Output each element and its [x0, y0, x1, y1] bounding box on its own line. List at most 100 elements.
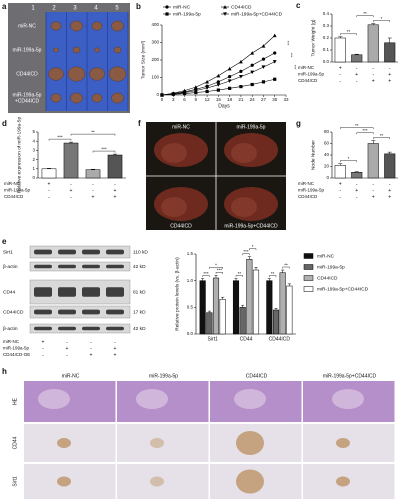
bar	[85, 169, 101, 179]
point	[238, 59, 243, 64]
significance-label: ***	[293, 64, 298, 69]
blot-band	[82, 249, 100, 255]
bar	[351, 54, 363, 63]
significance-bracket	[235, 275, 243, 278]
condition-sign: +	[114, 346, 117, 352]
error-bar	[338, 163, 343, 166]
bar	[219, 299, 226, 335]
row-label: HE	[12, 397, 18, 405]
tumor	[94, 47, 100, 53]
error-bar	[354, 53, 359, 55]
significance-label: ***	[243, 249, 249, 254]
protein-label: CD44	[3, 289, 16, 295]
x-axis-label: Days	[218, 103, 230, 109]
blot-band	[34, 264, 52, 269]
column-number: 2	[52, 6, 56, 12]
significance-label: **	[284, 262, 288, 267]
condition-sign: -	[66, 352, 68, 358]
error-bar	[267, 278, 271, 281]
point	[194, 90, 198, 95]
y-tick-label: 0.2	[323, 35, 330, 40]
error-bar	[207, 310, 211, 313]
condition-sign: -	[339, 188, 341, 194]
y-tick-label: 20	[324, 164, 330, 169]
condition-sign: +	[388, 188, 391, 194]
tumor	[111, 92, 124, 104]
y-tick-label: 0	[156, 92, 159, 97]
error-bar	[69, 141, 73, 144]
point	[193, 85, 198, 89]
y-axis-label: Tumor Size (mm³)	[140, 40, 146, 79]
tumor	[89, 67, 105, 81]
condition-name: miR-NC	[4, 181, 21, 186]
condition-sign: -	[92, 181, 94, 187]
size-label: 110 kD	[133, 249, 148, 255]
significance-label: *	[252, 244, 254, 249]
y-tick-label: 0.3	[323, 23, 330, 28]
condition-sign: -	[356, 181, 358, 187]
x-tick-label: 18	[227, 97, 233, 102]
significance-bracket	[215, 272, 223, 274]
protein-label: β-actin	[3, 326, 18, 332]
bar	[334, 37, 346, 63]
liver-lobe	[231, 143, 257, 163]
tumor	[111, 20, 124, 32]
x-tick-label: 9	[195, 97, 198, 102]
point	[261, 44, 266, 48]
blot-band	[58, 249, 76, 255]
condition-sign: -	[356, 194, 358, 200]
blot-band	[106, 287, 124, 297]
condition-name: miR-199a-5p	[298, 72, 325, 77]
error-bar	[254, 267, 258, 270]
point	[160, 93, 164, 97]
significance-label: **	[91, 130, 95, 135]
significance-bracket	[373, 20, 390, 23]
error-bar	[234, 278, 238, 281]
bar	[272, 309, 280, 335]
blot-band	[106, 309, 124, 315]
y-tick-label: 80	[324, 129, 330, 134]
column-label: miR-199a-5p	[149, 373, 178, 379]
significance-bracket	[202, 275, 210, 278]
condition-sign: -	[66, 339, 68, 345]
tumor	[70, 92, 83, 104]
photo-label: miR-NC	[172, 124, 190, 130]
significance-label: ***	[362, 128, 368, 133]
condition-sign: -	[48, 188, 50, 194]
point	[216, 80, 220, 84]
tissue-region	[136, 389, 168, 409]
x-tick-label: 6	[183, 97, 186, 102]
point	[228, 75, 232, 79]
bar	[384, 42, 396, 63]
significance-label: *	[215, 263, 217, 268]
panel-letter: g	[296, 119, 301, 128]
condition-sign: +	[90, 352, 93, 358]
row-label: miR-NC	[18, 23, 36, 29]
bar	[286, 285, 293, 335]
panel-letter: a	[2, 2, 7, 11]
bar	[334, 165, 346, 179]
x-tick-label: 24	[250, 97, 256, 102]
condition-sign: +	[388, 78, 391, 84]
significance-label: ***	[290, 52, 295, 57]
point	[227, 66, 232, 71]
condition-sign: +	[66, 346, 69, 352]
significance-label: ***	[101, 146, 107, 151]
y-tick-label: 0.0	[187, 331, 194, 336]
point	[250, 63, 254, 67]
condition-name: CD44ICD-OE	[3, 352, 30, 357]
point	[205, 89, 209, 94]
bar	[239, 307, 246, 335]
y-tick-label: 0.1	[323, 47, 330, 52]
y-tick-label: 0	[32, 175, 35, 180]
condition-name: CD44ICD	[298, 194, 318, 199]
x-tick-label: 21	[238, 97, 244, 102]
condition-sign: -	[372, 65, 374, 71]
row-label: CD44ICD	[16, 71, 38, 77]
condition-sign: -	[42, 346, 44, 352]
condition-sign: +	[114, 194, 117, 200]
y-axis-label: Tumor Weight (g)	[310, 19, 316, 56]
significance-bracket	[340, 33, 357, 36]
point	[239, 85, 243, 89]
error-bar	[247, 256, 251, 260]
